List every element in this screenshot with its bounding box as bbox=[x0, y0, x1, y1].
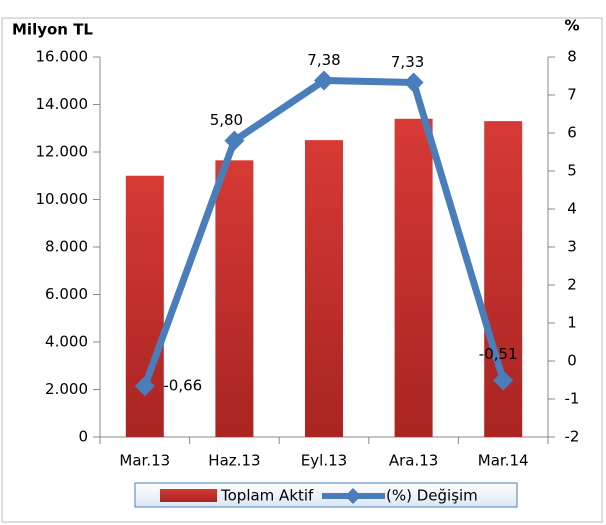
y-tick-label: 14.000 bbox=[36, 95, 89, 113]
y-tick-label: 16.000 bbox=[36, 48, 89, 66]
legend-marker bbox=[345, 488, 361, 504]
legend-swatch bbox=[160, 489, 217, 502]
line-marker bbox=[314, 70, 334, 91]
y2-tick-label: 4 bbox=[567, 200, 577, 218]
y2-tick-label: 7 bbox=[567, 86, 577, 104]
y-tick-label: 0 bbox=[78, 428, 88, 446]
bar bbox=[215, 160, 254, 437]
y-tick-label: 2.000 bbox=[45, 380, 88, 398]
data-label: 7,38 bbox=[307, 51, 340, 69]
y2-axis-title: % bbox=[564, 17, 579, 35]
line-marker bbox=[403, 72, 424, 93]
data-label: 7,33 bbox=[391, 53, 424, 71]
x-tick-label: Ara.13 bbox=[389, 452, 438, 470]
data-label: 5,80 bbox=[210, 111, 243, 129]
bar bbox=[394, 118, 433, 437]
bar bbox=[125, 175, 164, 437]
y-tick-label: 6.000 bbox=[45, 285, 88, 303]
y2-tick-label: 1 bbox=[567, 314, 577, 332]
data-label: -0,51 bbox=[479, 345, 518, 363]
x-tick-label: Mar.14 bbox=[478, 452, 529, 470]
line-marker bbox=[224, 130, 245, 151]
y2-tick-label: 5 bbox=[567, 162, 577, 180]
y2-tick-label: 0 bbox=[567, 352, 577, 370]
y2-tick-label: -2 bbox=[565, 428, 580, 446]
y2-tick-label: 3 bbox=[567, 238, 577, 256]
x-tick-label: Mar.13 bbox=[119, 452, 170, 470]
y2-tick-label: 2 bbox=[567, 276, 577, 294]
y-tick-label: 12.000 bbox=[36, 143, 89, 161]
x-tick-label: Haz.13 bbox=[208, 452, 260, 470]
legend-label: Toplam Aktif bbox=[220, 487, 314, 505]
y-tick-label: 8.000 bbox=[45, 238, 88, 256]
y-axis-title: Milyon TL bbox=[12, 21, 93, 39]
y-tick-label: 4.000 bbox=[45, 333, 88, 351]
line-marker bbox=[493, 370, 514, 391]
y2-tick-label: 6 bbox=[567, 124, 577, 142]
y-tick-label: 10.000 bbox=[36, 190, 89, 208]
legend-label: (%) Değişim bbox=[386, 487, 478, 505]
y2-tick-label: -1 bbox=[565, 390, 580, 408]
bar bbox=[305, 140, 343, 437]
y2-tick-label: 8 bbox=[567, 48, 577, 66]
x-tick-label: Eyl.13 bbox=[301, 452, 347, 470]
line-marker bbox=[134, 376, 155, 397]
data-label: -0,66 bbox=[163, 377, 202, 395]
